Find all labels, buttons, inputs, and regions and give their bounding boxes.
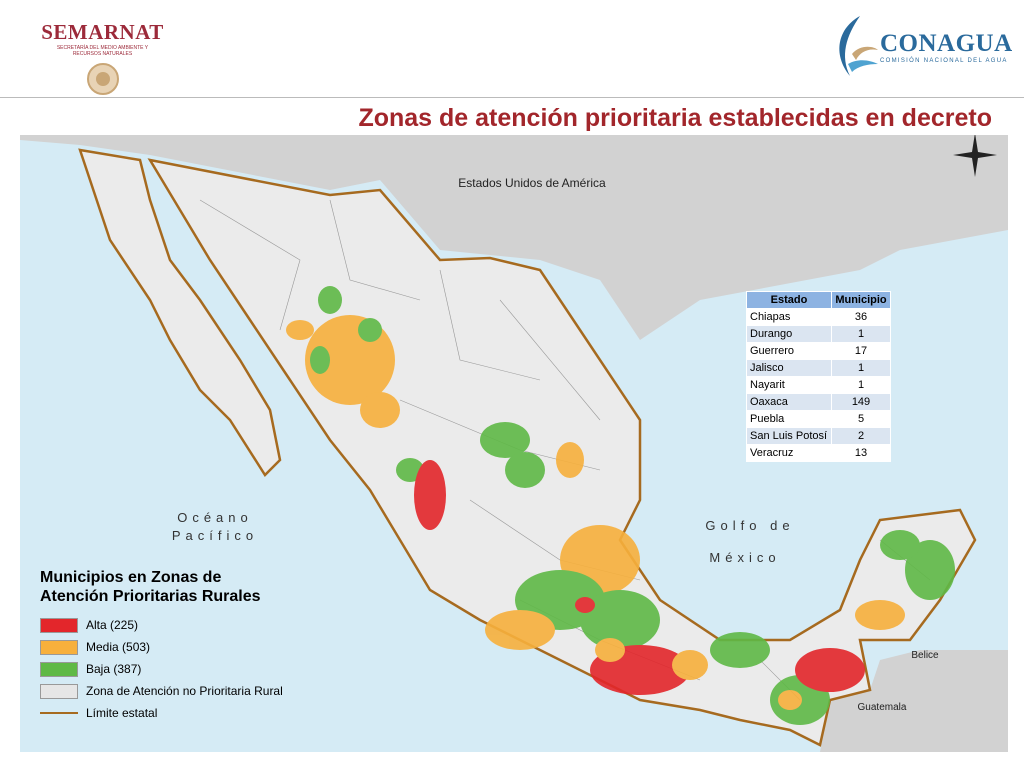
logo-name: SEMARNAT [41, 20, 164, 44]
legend-label: Media (503) [86, 640, 151, 654]
ocean-label: Océano [177, 510, 253, 525]
table-cell: San Luis Potosí [746, 427, 832, 445]
table-cell: 1 [831, 325, 891, 343]
column-header: Municipio [831, 291, 891, 309]
table-cell: 1 [831, 359, 891, 377]
table-cell: Guerrero [746, 342, 832, 360]
legend-item: Límite estatal [40, 702, 300, 724]
table-cell: 5 [831, 410, 891, 428]
table-cell: 1 [831, 376, 891, 394]
table-cell: 2 [831, 427, 891, 445]
table-cell: Durango [746, 325, 832, 343]
table-body: Chiapas 36 Durango 1 Guerrero 17 Jalisco 1 Nayar… [746, 308, 891, 462]
legend-label: Alta (225) [86, 618, 139, 632]
table-row: Chiapas 36 [746, 308, 891, 326]
legend-swatch [40, 712, 78, 714]
table-row: Veracruz 13 [746, 444, 891, 462]
country-label: Belice [911, 650, 939, 661]
gulf-label: Golfo de [705, 518, 794, 533]
legend: Municipios en Zonas de Atención Priorita… [40, 568, 300, 724]
country-label: Guatemala [858, 702, 907, 713]
legend-item: Media (503) [40, 636, 300, 658]
table-row: Nayarit 1 [746, 376, 891, 394]
table-row: Durango 1 [746, 325, 891, 343]
logo-subtitle: COMISIÓN NACIONAL DEL AGUA [880, 58, 1008, 64]
legend-swatch [40, 661, 78, 677]
table-row: Guerrero 17 [746, 342, 891, 360]
legend-label: Baja (387) [86, 662, 142, 676]
table-cell: Jalisco [746, 359, 832, 377]
table-cell: 36 [831, 308, 891, 326]
table-cell: 149 [831, 393, 891, 411]
table-row: San Luis Potosí 2 [746, 427, 891, 445]
conagua-emblem [839, 16, 878, 76]
conagua-logo: CONAGUA COMISIÓN NACIONAL DEL AGUA [880, 30, 1013, 64]
table-cell: Oaxaca [746, 393, 832, 411]
legend-swatch [40, 683, 78, 699]
legend-label: Límite estatal [86, 706, 158, 720]
column-header: Estado [746, 291, 832, 309]
table-cell: Veracruz [746, 444, 832, 462]
table-cell: Chiapas [746, 308, 832, 326]
country-label: Estados Unidos de América [458, 176, 606, 190]
logo-name: CONAGUA [880, 30, 1013, 57]
divider [0, 97, 1024, 98]
semarnat-logo: SEMARNAT SECRETARÍA DEL MEDIO AMBIENTE Y… [30, 20, 175, 102]
table-row: Puebla 5 [746, 410, 891, 428]
legend-item: Alta (225) [40, 614, 300, 636]
seal [86, 63, 119, 95]
legend-swatch [40, 639, 78, 655]
legend-title: Municipios en Zonas de Atención Priorita… [40, 569, 261, 605]
table-cell: Nayarit [746, 376, 832, 394]
legend-items: Alta (225) Media (503) Baja (387) Zona de A… [40, 614, 300, 724]
table-cell: Puebla [746, 410, 832, 428]
state-table: Estado Municipio Chiapas 36 Durango 1 Guerrer… [746, 291, 891, 462]
ocean-label: Pacífico [172, 528, 258, 543]
legend-swatch [40, 617, 78, 633]
legend-item: Baja (387) [40, 658, 300, 680]
slide-title: Zonas de atención prioritaria establecid… [358, 104, 992, 132]
gulf-label: México [709, 550, 780, 565]
logo-subtitle: SECRETARÍA DEL MEDIO AMBIENTE Y RECURSOS… [56, 45, 149, 57]
table-row: Jalisco 1 [746, 359, 891, 377]
table-row: Oaxaca 149 [746, 393, 891, 411]
table-header: Estado Municipio [746, 291, 891, 309]
legend-label: Zona de Atención no Prioritaria Rural [86, 684, 283, 698]
table-cell: 13 [831, 444, 891, 462]
legend-item: Zona de Atención no Prioritaria Rural [40, 680, 300, 702]
table-cell: 17 [831, 342, 891, 360]
